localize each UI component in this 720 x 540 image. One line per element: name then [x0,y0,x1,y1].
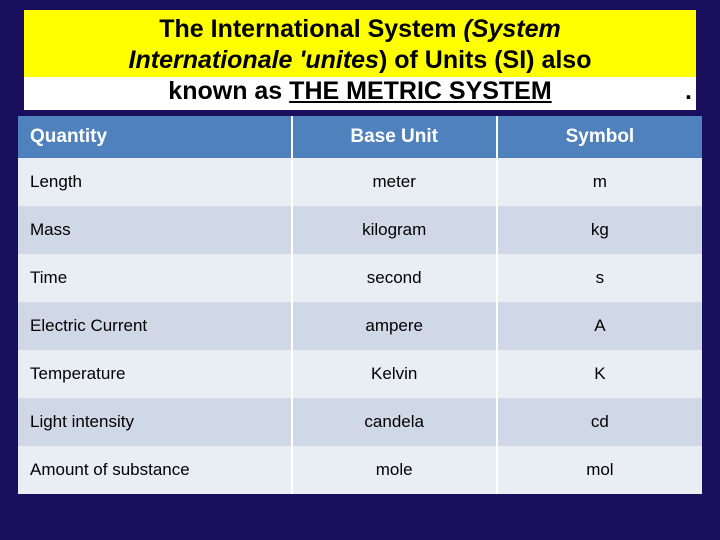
cell-base-unit: candela [292,398,497,446]
title-line1: The International System (System [159,15,561,43]
cell-base-unit: kilogram [292,206,497,254]
cell-symbol: m [497,158,702,206]
title-line2: Internationale 'unites) of Units (SI) al… [129,46,592,74]
title-line3: known as THE METRIC SYSTEM . [24,77,696,110]
col-header-symbol: Symbol [497,116,702,158]
cell-quantity: Time [18,254,292,302]
si-units-table: Quantity Base Unit Symbol Length meter m… [18,116,702,494]
table-row: Length meter m [18,158,702,206]
cell-symbol: K [497,350,702,398]
cell-quantity: Mass [18,206,292,254]
title-line3-underline: THE METRIC SYSTEM [289,77,552,105]
table-row: Electric Current ampere A [18,302,702,350]
cell-quantity: Length [18,158,292,206]
table-body: Length meter m Mass kilogram kg Time sec… [18,158,702,494]
cell-base-unit: mole [292,446,497,494]
table-row: Time second s [18,254,702,302]
title-line3-a: known as [168,77,289,105]
cell-quantity: Light intensity [18,398,292,446]
title-trailing-period: . [685,77,692,106]
table-row: Mass kilogram kg [18,206,702,254]
cell-quantity: Amount of substance [18,446,292,494]
cell-base-unit: second [292,254,497,302]
col-header-base-unit: Base Unit [292,116,497,158]
cell-symbol: cd [497,398,702,446]
title-line2-italic: Internationale 'unites [129,46,379,74]
title-line2-plain: ) of Units (SI) also [379,46,592,74]
cell-symbol: kg [497,206,702,254]
title-line1-italic: (System [463,15,560,43]
table-row: Light intensity candela cd [18,398,702,446]
cell-quantity: Electric Current [18,302,292,350]
table-row: Temperature Kelvin K [18,350,702,398]
title-line1-a: The International System [159,15,463,43]
table-header-row: Quantity Base Unit Symbol [18,116,702,158]
title-banner: The International System (System Interna… [24,10,696,77]
cell-base-unit: meter [292,158,497,206]
table-row: Amount of substance mole mol [18,446,702,494]
cell-quantity: Temperature [18,350,292,398]
cell-symbol: s [497,254,702,302]
cell-symbol: mol [497,446,702,494]
cell-symbol: A [497,302,702,350]
col-header-quantity: Quantity [18,116,292,158]
cell-base-unit: ampere [292,302,497,350]
cell-base-unit: Kelvin [292,350,497,398]
